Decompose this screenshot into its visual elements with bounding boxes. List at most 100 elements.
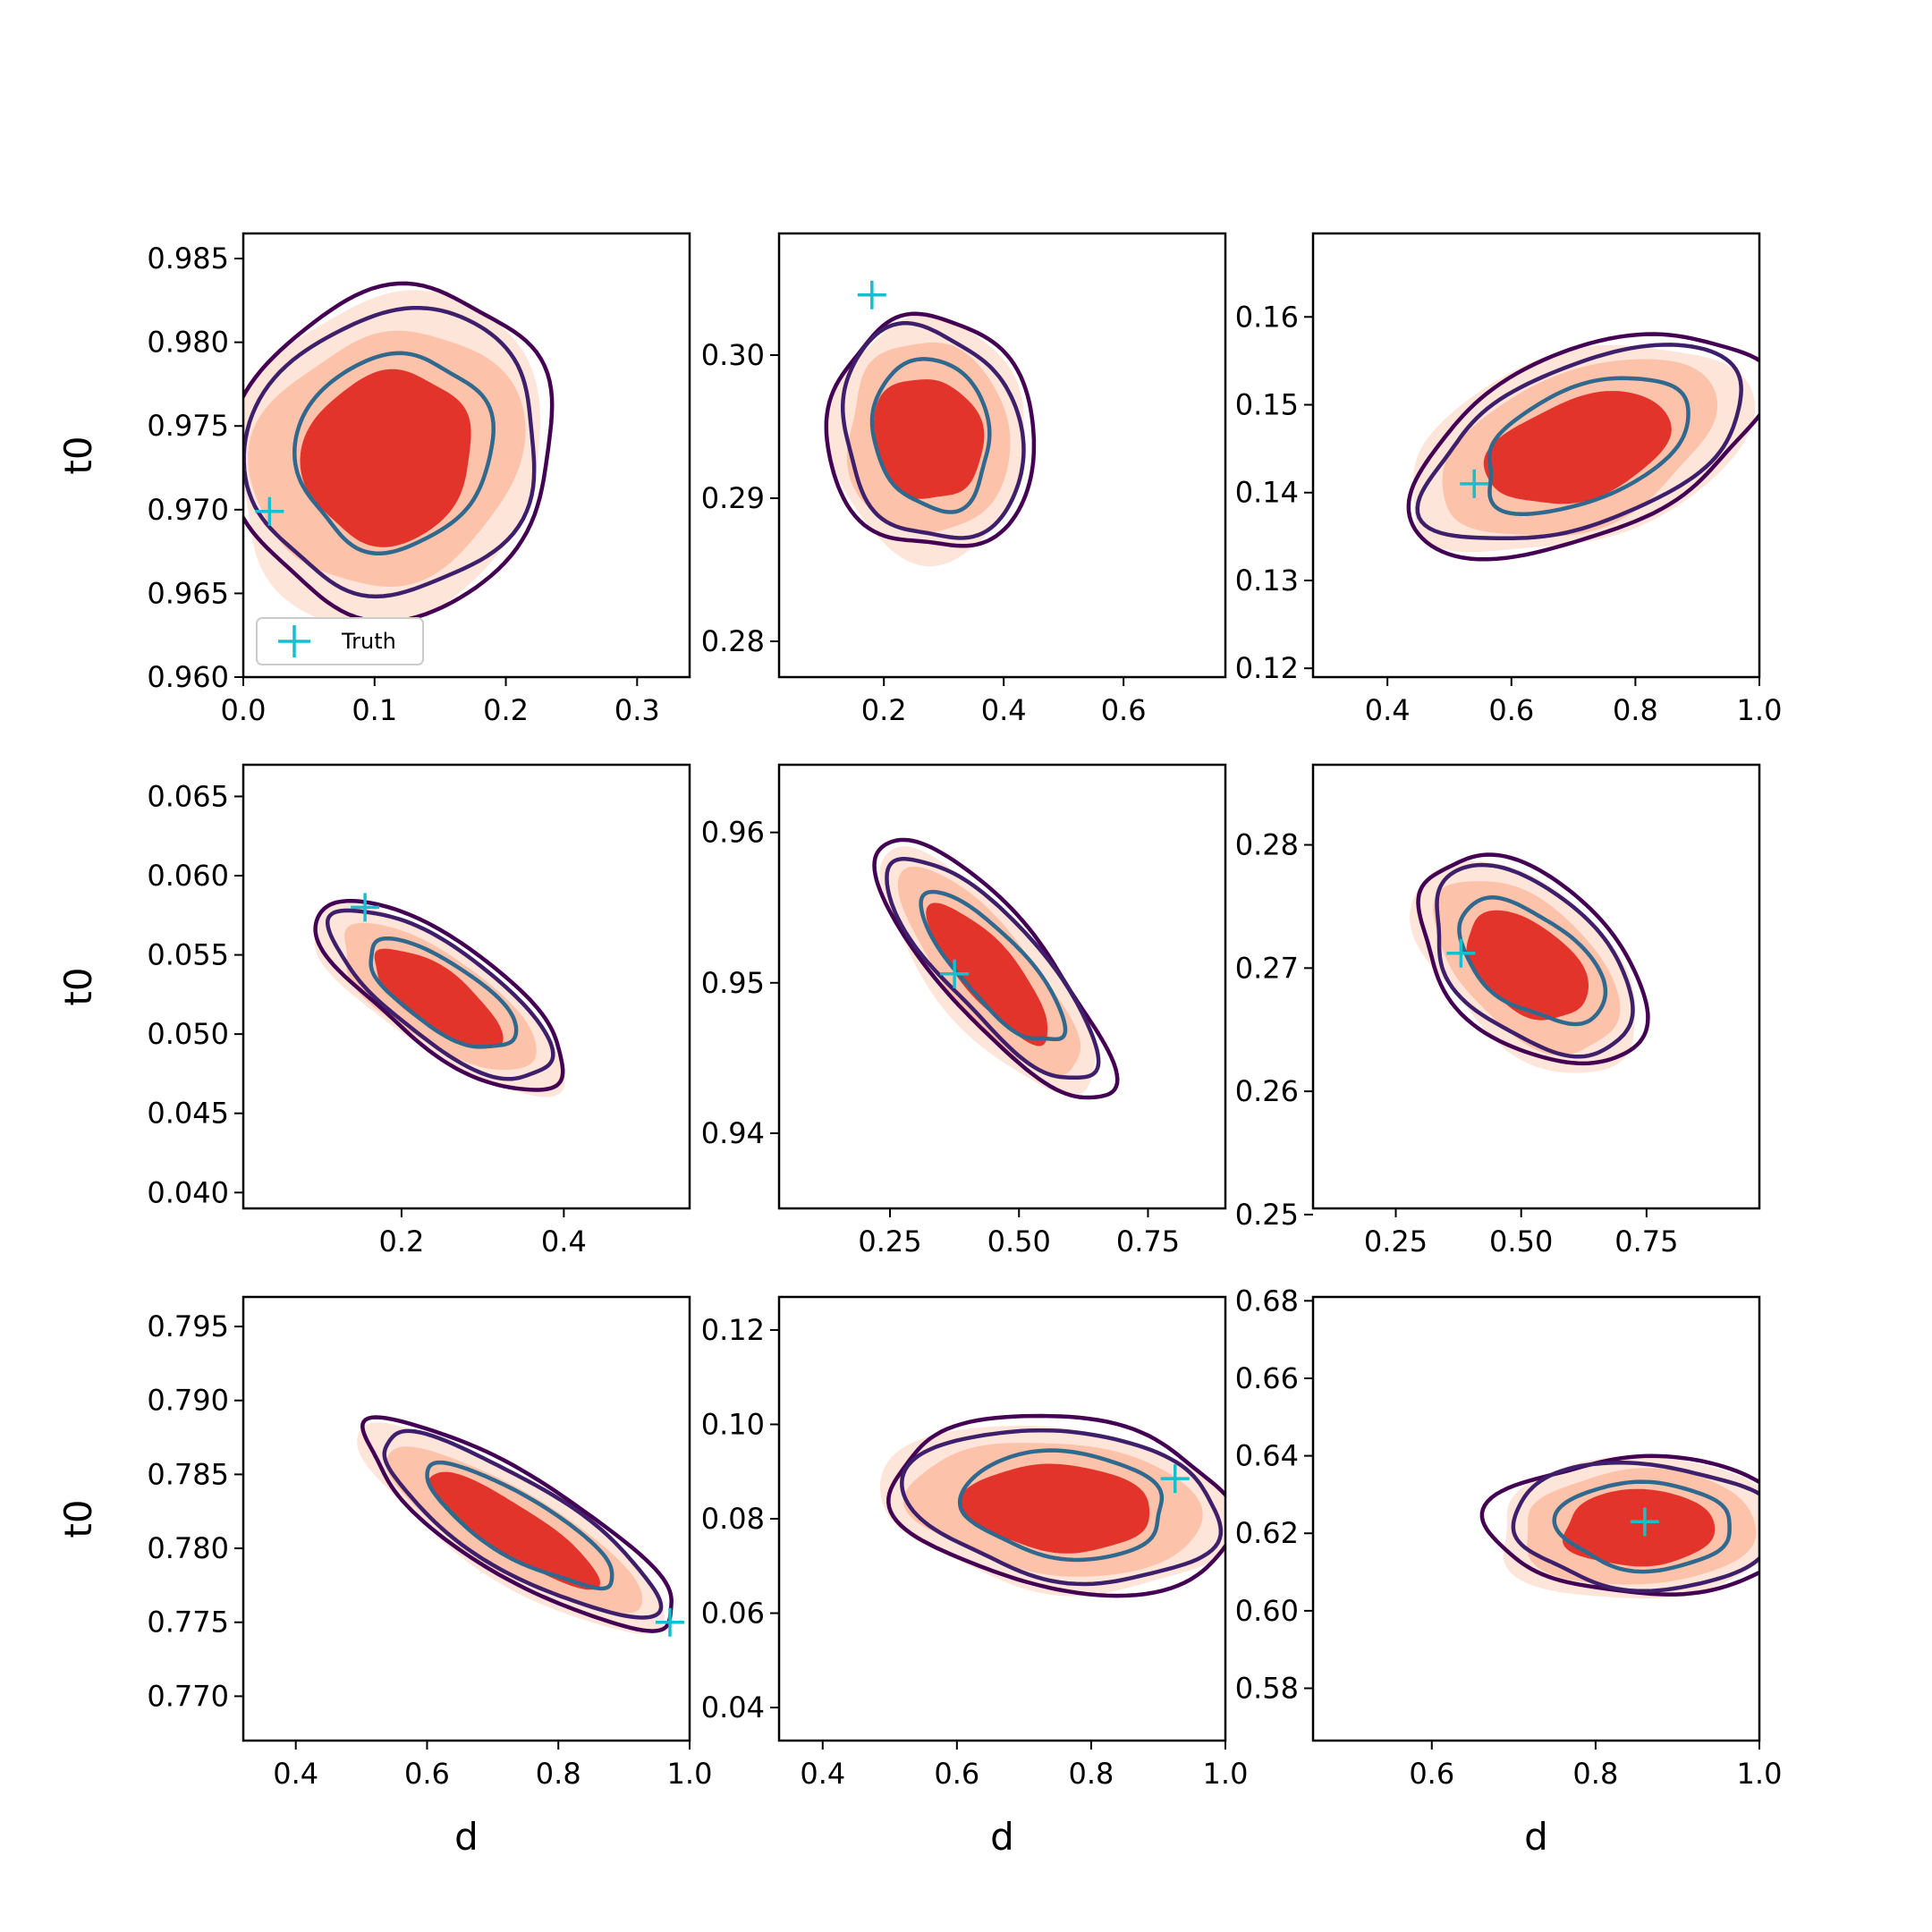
density-fill-core [1466, 910, 1589, 1021]
contour-line-mid [1511, 1461, 1759, 1594]
y-tick-label: 0.775 [147, 1606, 229, 1640]
contour-line-inner [869, 357, 992, 514]
contour-line-outer [313, 898, 565, 1092]
x-tick-label: 0.4 [273, 1757, 318, 1791]
axes-frame [242, 232, 691, 679]
contour-line-inner [957, 1448, 1165, 1563]
contour-line-mid [1415, 343, 1743, 540]
x-tick-label: 0.25 [1364, 1224, 1428, 1258]
truth-marker [1160, 1464, 1190, 1494]
y-tick-label: 0.68 [1235, 1284, 1299, 1318]
subplot-panel-9: 0.58 0.60 0.62 0.64 0.66 0.68 0.6 0.8 1.0 d [1235, 1284, 1783, 1859]
density-fill-core [926, 902, 1048, 1046]
plot-area [879, 1413, 1225, 1598]
axes-frame [242, 1295, 691, 1742]
axes-frame [777, 763, 1227, 1210]
contour-line-outer [872, 837, 1120, 1100]
x-axis-label: d [990, 1815, 1014, 1859]
y-tick-label: 0.66 [1235, 1361, 1299, 1395]
y-axis-label: t0 [56, 967, 100, 1005]
y-tick-label: 0.790 [147, 1384, 229, 1418]
contour-line-inner [1552, 1479, 1732, 1574]
x-tick-label: 0.50 [1489, 1224, 1553, 1258]
contour-line-mid [382, 1428, 664, 1620]
contour-line-inner [1487, 376, 1690, 517]
x-tick-label: 0.6 [1409, 1757, 1454, 1791]
x-tick-label: 0.0 [221, 693, 267, 727]
legend-label: Truth [341, 629, 396, 654]
contour-line-outer [1479, 1453, 1759, 1597]
y-tick-label: 0.055 [147, 938, 229, 972]
x-tick-label: 0.8 [536, 1757, 581, 1791]
contour-line-mid [900, 1428, 1224, 1587]
y-tick-label: 0.13 [1235, 564, 1299, 597]
contour-line-outer [360, 1415, 674, 1633]
contour-line-inner [425, 1460, 614, 1591]
axes-frame [1311, 1295, 1761, 1742]
plot-area [1479, 1453, 1759, 1599]
legend-marker [278, 625, 310, 657]
contour-line-mid [885, 857, 1101, 1080]
axes-frame [1311, 763, 1761, 1210]
density-fill-core [428, 1471, 600, 1590]
y-tick-label: 0.975 [147, 409, 229, 443]
contour-line-outer [1406, 332, 1759, 562]
truth-marker [940, 959, 970, 988]
y-tick-label: 0.58 [1235, 1672, 1299, 1706]
truth-marker [351, 893, 380, 922]
x-tick-label: 0.75 [1116, 1224, 1180, 1258]
density-fill-core [958, 1463, 1150, 1554]
x-tick-label: 0.2 [483, 693, 529, 727]
x-tick-label: 0.6 [1488, 693, 1534, 727]
plot-area [313, 898, 565, 1097]
plot-area [872, 837, 1120, 1100]
y-tick-label: 0.785 [147, 1457, 229, 1491]
y-tick-label: 0.050 [147, 1017, 229, 1051]
x-tick-label: 0.4 [541, 1224, 587, 1258]
axes-frame [777, 232, 1227, 679]
y-tick-label: 0.08 [701, 1502, 765, 1536]
subplot-panel-7: 0.770 0.775 0.780 0.785 0.790 0.795 0.4 0.6 0.8 1… [56, 1295, 713, 1859]
plot-area [1406, 332, 1759, 562]
density-fill-core [1562, 1488, 1716, 1567]
y-tick-label: 0.795 [147, 1309, 229, 1343]
contour-line-mid [325, 908, 555, 1081]
contour-line-inner [1457, 895, 1608, 1027]
plot-area [243, 281, 555, 629]
y-tick-label: 0.06 [701, 1597, 765, 1631]
y-tick-label: 0.30 [701, 338, 765, 372]
y-tick-label: 0.040 [147, 1175, 229, 1209]
density-fill-core [300, 369, 471, 547]
x-tick-label: 1.0 [1737, 693, 1783, 727]
y-tick-label: 0.27 [1235, 951, 1299, 985]
y-tick-label: 0.62 [1235, 1516, 1299, 1550]
x-tick-label: 0.6 [934, 1757, 979, 1791]
contour-line-outer [1416, 852, 1650, 1066]
y-axis-label: t0 [56, 436, 100, 474]
x-tick-label: 0.3 [614, 693, 660, 727]
subplot-panel-4: 0.040 0.045 0.050 0.055 0.060 0.065 0.2 0.4 t0 [56, 763, 691, 1258]
x-tick-label: 1.0 [1737, 1757, 1783, 1791]
x-tick-label: 1.0 [667, 1757, 713, 1791]
x-tick-label: 0.2 [861, 693, 907, 727]
x-tick-label: 0.1 [352, 693, 397, 727]
y-tick-label: 0.985 [147, 242, 229, 275]
y-tick-label: 0.28 [1235, 828, 1299, 862]
x-tick-label: 0.8 [1068, 1757, 1114, 1791]
y-tick-label: 0.64 [1235, 1439, 1299, 1473]
y-tick-label: 0.28 [701, 624, 765, 658]
y-tick-label: 0.065 [147, 779, 229, 813]
contour-line-mid [1435, 862, 1635, 1059]
axes-frame [242, 763, 691, 1210]
x-tick-label: 0.8 [1613, 693, 1658, 727]
y-tick-label: 0.96 [701, 816, 765, 850]
contour-line-inner [292, 351, 496, 555]
contour-line-inner [919, 889, 1068, 1042]
x-tick-label: 0.8 [1572, 1757, 1618, 1791]
y-tick-label: 0.970 [147, 493, 229, 527]
contour-line-mid [243, 305, 537, 599]
plot-area [357, 1415, 674, 1634]
contour-line-inner [369, 936, 519, 1049]
subplot-panel-5: 0.94 0.95 0.96 0.25 0.50 0.75 [701, 763, 1227, 1258]
y-tick-label: 0.04 [701, 1690, 765, 1724]
